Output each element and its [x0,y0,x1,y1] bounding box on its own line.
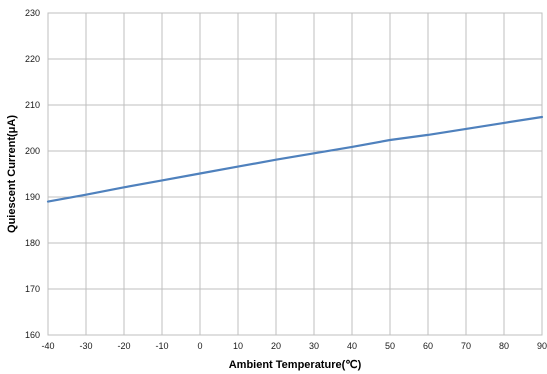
y-tick-label: 230 [25,8,40,18]
y-axis-tick-labels: 160 170 180 190 200 210 220 230 [25,8,40,340]
x-tick-label: 20 [271,341,281,351]
y-tick-label: 170 [25,284,40,294]
x-tick-label: 60 [423,341,433,351]
series-line [46,115,544,203]
y-tick-label: 220 [25,54,40,64]
y-tick-label: 190 [25,192,40,202]
x-tick-label: -20 [117,341,130,351]
y-tick-label: 180 [25,238,40,248]
series-layer [46,115,544,203]
x-axis-tick-labels: -40 -30 -20 -10 0 10 20 30 40 50 60 70 80 90 [41,341,547,351]
x-tick-label: 40 [347,341,357,351]
grid-layer [47,12,543,336]
y-axis-title: Quiescent Current(μA) [6,115,18,233]
x-tick-label: 70 [461,341,471,351]
x-tick-label: -40 [41,341,54,351]
x-tick-label: 10 [233,341,243,351]
y-tick-label: 210 [25,100,40,110]
x-tick-label: 0 [197,341,202,351]
x-tick-label: -30 [79,341,92,351]
x-tick-label: 30 [309,341,319,351]
x-tick-label: -10 [155,341,168,351]
x-tick-label: 90 [537,341,547,351]
plot-area-frame [47,12,543,336]
y-tick-label: 160 [25,330,40,340]
x-axis-title: Ambient Temperature(℃) [229,359,362,371]
x-tick-label: 80 [499,341,509,351]
y-tick-label: 200 [25,146,40,156]
x-tick-label: 50 [385,341,395,351]
